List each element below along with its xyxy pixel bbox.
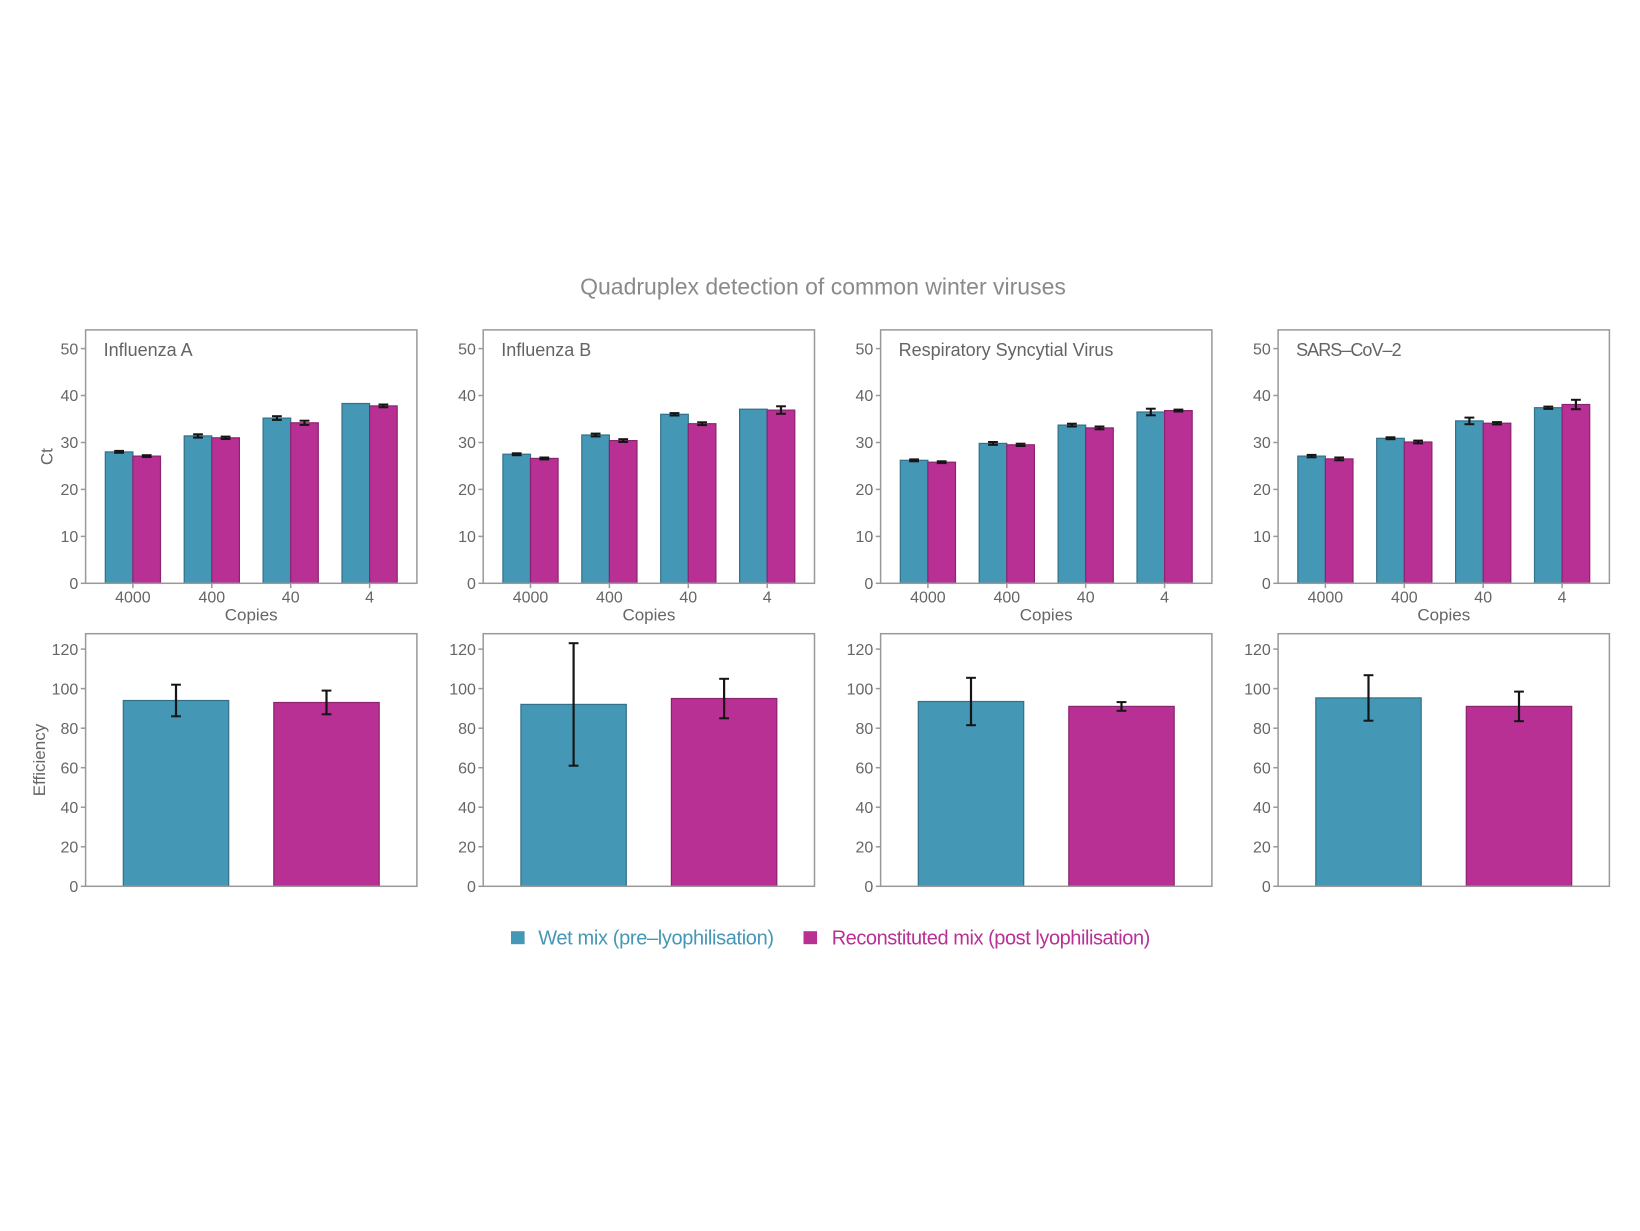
svg-text:40: 40 — [282, 589, 300, 606]
svg-text:0: 0 — [1262, 576, 1271, 593]
svg-text:4000: 4000 — [910, 589, 946, 606]
svg-text:40: 40 — [458, 800, 476, 817]
svg-text:10: 10 — [61, 529, 79, 546]
svg-text:400: 400 — [1391, 589, 1418, 606]
svg-text:Quadruplex detection of common: Quadruplex detection of common winter vi… — [580, 274, 1066, 300]
svg-text:4: 4 — [365, 589, 374, 606]
svg-text:0: 0 — [467, 576, 476, 593]
svg-text:Copies: Copies — [1417, 605, 1470, 624]
svg-text:20: 20 — [1253, 482, 1271, 499]
svg-text:50: 50 — [458, 341, 476, 358]
svg-text:120: 120 — [847, 642, 874, 659]
svg-text:40: 40 — [856, 388, 874, 405]
svg-text:120: 120 — [449, 642, 476, 659]
svg-text:10: 10 — [856, 529, 874, 546]
svg-text:80: 80 — [61, 721, 79, 738]
svg-text:120: 120 — [1244, 642, 1271, 659]
svg-text:30: 30 — [61, 435, 79, 452]
svg-text:10: 10 — [1253, 529, 1271, 546]
svg-text:20: 20 — [61, 840, 79, 857]
svg-text:80: 80 — [856, 721, 874, 738]
svg-text:100: 100 — [1244, 681, 1271, 698]
svg-text:20: 20 — [61, 482, 79, 499]
svg-text:Reconstituted mix (post lyophi: Reconstituted mix (post lyophilisation) — [832, 928, 1150, 950]
svg-text:40: 40 — [1253, 388, 1271, 405]
svg-text:100: 100 — [847, 681, 874, 698]
svg-text:400: 400 — [993, 589, 1020, 606]
svg-text:40: 40 — [679, 589, 697, 606]
svg-text:80: 80 — [458, 721, 476, 738]
svg-text:0: 0 — [864, 576, 873, 593]
svg-text:40: 40 — [856, 800, 874, 817]
svg-text:40: 40 — [458, 388, 476, 405]
svg-text:0: 0 — [864, 879, 873, 896]
svg-text:30: 30 — [458, 435, 476, 452]
svg-text:4: 4 — [763, 589, 772, 606]
svg-text:0: 0 — [467, 879, 476, 896]
svg-text:20: 20 — [458, 840, 476, 857]
svg-text:40: 40 — [1253, 800, 1271, 817]
svg-text:Influenza A: Influenza A — [104, 340, 193, 360]
svg-text:400: 400 — [596, 589, 623, 606]
svg-text:0: 0 — [1262, 879, 1271, 896]
svg-text:SARS–CoV–2: SARS–CoV–2 — [1296, 340, 1402, 360]
svg-text:50: 50 — [856, 341, 874, 358]
svg-text:50: 50 — [61, 341, 79, 358]
svg-text:20: 20 — [856, 840, 874, 857]
svg-text:60: 60 — [458, 760, 476, 777]
svg-text:120: 120 — [52, 642, 79, 659]
svg-text:Wet mix (pre–lyophilisation): Wet mix (pre–lyophilisation) — [538, 928, 773, 950]
svg-text:100: 100 — [52, 681, 79, 698]
svg-text:40: 40 — [61, 800, 79, 817]
svg-text:100: 100 — [449, 681, 476, 698]
svg-text:Copies: Copies — [622, 605, 675, 624]
svg-text:20: 20 — [1253, 840, 1271, 857]
svg-text:40: 40 — [1474, 589, 1492, 606]
svg-text:Ct: Ct — [38, 448, 57, 465]
svg-text:0: 0 — [69, 576, 78, 593]
svg-text:30: 30 — [856, 435, 874, 452]
svg-text:4000: 4000 — [1308, 589, 1344, 606]
svg-text:50: 50 — [1253, 341, 1271, 358]
svg-text:20: 20 — [856, 482, 874, 499]
svg-text:Copies: Copies — [225, 605, 278, 624]
svg-text:80: 80 — [1253, 721, 1271, 738]
svg-text:60: 60 — [1253, 760, 1271, 777]
svg-text:4: 4 — [1160, 589, 1169, 606]
svg-text:Copies: Copies — [1020, 605, 1073, 624]
svg-text:0: 0 — [69, 879, 78, 896]
svg-text:4000: 4000 — [513, 589, 549, 606]
svg-text:Influenza B: Influenza B — [501, 340, 591, 360]
svg-text:400: 400 — [198, 589, 225, 606]
svg-text:Efficiency: Efficiency — [30, 723, 49, 796]
svg-text:4000: 4000 — [115, 589, 151, 606]
svg-text:10: 10 — [458, 529, 476, 546]
svg-text:40: 40 — [1077, 589, 1095, 606]
svg-text:Respiratory Syncytial Virus: Respiratory Syncytial Virus — [899, 340, 1114, 360]
svg-text:4: 4 — [1558, 589, 1567, 606]
svg-text:40: 40 — [61, 388, 79, 405]
svg-text:30: 30 — [1253, 435, 1271, 452]
svg-text:60: 60 — [61, 760, 79, 777]
svg-text:60: 60 — [856, 760, 874, 777]
svg-text:20: 20 — [458, 482, 476, 499]
